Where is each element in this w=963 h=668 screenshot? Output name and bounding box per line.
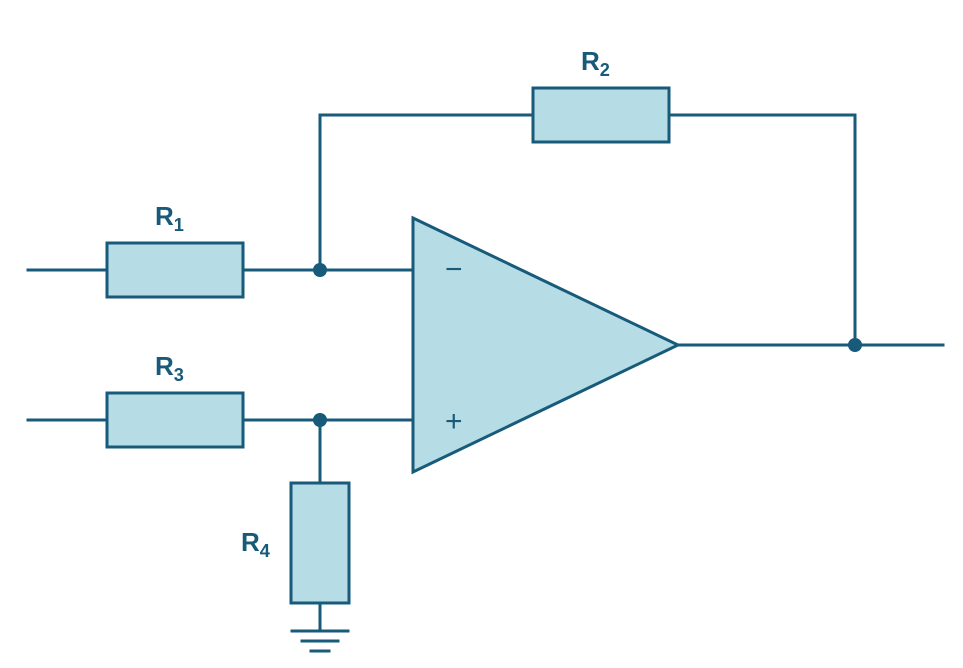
label-r1: R1 <box>155 201 184 236</box>
svg-text:+: + <box>445 405 463 438</box>
svg-text:−: − <box>445 253 463 286</box>
label-r4: R4 <box>241 527 270 562</box>
label-r2: R2 <box>581 46 610 81</box>
label-r3: R3 <box>155 351 184 386</box>
schematic-svg: −+ <box>0 0 963 668</box>
circuit-diagram: −+ R1 R2 R3 R4 <box>0 0 963 668</box>
